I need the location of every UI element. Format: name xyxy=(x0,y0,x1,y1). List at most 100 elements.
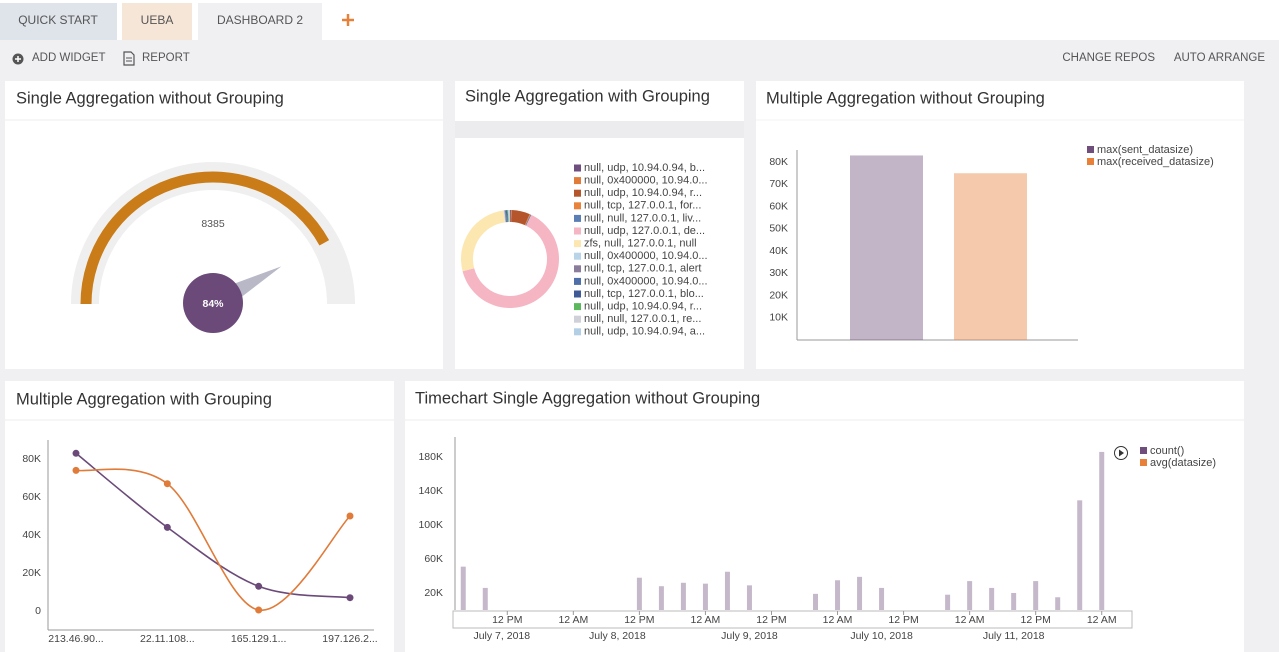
date-label: July 9, 2018 xyxy=(721,630,778,642)
toolbar-button[interactable]: ADD WIDGET xyxy=(32,52,105,64)
x-tick-label: 165.129.1... xyxy=(231,633,286,645)
y-tick-label: 50K xyxy=(769,223,788,235)
x-tick-label: 12 PM xyxy=(492,614,522,626)
bar xyxy=(879,587,885,610)
x-tick-label: 12 PM xyxy=(1020,614,1050,626)
pie-slice xyxy=(508,210,510,223)
legend-label: null, udp, 127.0.0.1, de... xyxy=(584,225,705,237)
widget-title: Multiple Aggregation with Grouping xyxy=(16,390,272,408)
x-tick-label: 12 AM xyxy=(691,614,721,626)
y-tick-label: 180K xyxy=(418,451,443,463)
bar xyxy=(850,155,923,340)
bar xyxy=(989,587,995,610)
legend-label: null, null, 127.0.0.1, re... xyxy=(584,313,701,325)
legend-swatch xyxy=(574,227,581,235)
legend-swatch xyxy=(574,189,581,197)
add-tab-button[interactable] xyxy=(342,14,354,26)
y-tick-label: 140K xyxy=(418,485,443,497)
bar xyxy=(967,581,973,610)
legend-swatch xyxy=(574,303,581,311)
pie-slice xyxy=(504,210,507,223)
y-tick-label: 20K xyxy=(769,289,788,301)
legend-swatch xyxy=(574,277,581,285)
legend-swatch xyxy=(574,164,581,172)
date-label: July 8, 2018 xyxy=(589,630,646,642)
bar xyxy=(835,580,841,610)
toolbar-button[interactable]: REPORT xyxy=(142,52,190,64)
toolbar-button[interactable]: AUTO ARRANGE xyxy=(1174,52,1265,64)
widget-title: Timechart Single Aggregation without Gro… xyxy=(415,389,760,407)
bar xyxy=(746,585,752,610)
legend-swatch xyxy=(574,177,581,185)
bar xyxy=(658,586,664,610)
tab-label[interactable]: DASHBOARD 2 xyxy=(217,13,303,27)
widget-title: Multiple Aggregation without Grouping xyxy=(766,89,1045,107)
legend-swatch xyxy=(1087,158,1094,165)
gauge-value: 8385 xyxy=(201,218,225,230)
y-tick-label: 70K xyxy=(769,178,788,190)
x-tick-label: 12 PM xyxy=(756,614,786,626)
legend-swatch xyxy=(1140,459,1147,466)
bar xyxy=(1077,500,1083,610)
y-tick-label: 80K xyxy=(22,453,41,465)
legend-label: count() xyxy=(1150,445,1184,457)
point xyxy=(163,480,171,488)
point xyxy=(72,466,80,474)
y-tick-label: 60K xyxy=(424,553,443,565)
x-tick-label: 12 AM xyxy=(558,614,588,626)
date-label: July 11, 2018 xyxy=(983,630,1045,642)
point xyxy=(255,582,263,590)
legend-label: null, null, 127.0.0.1, liv... xyxy=(584,212,701,224)
gauge-needle xyxy=(230,266,282,300)
line xyxy=(75,468,351,611)
play-button[interactable] xyxy=(1114,446,1128,460)
legend-label: null, 0x400000, 10.94.0... xyxy=(584,275,708,287)
tab-active[interactable] xyxy=(198,3,322,40)
legend-swatch xyxy=(574,290,581,298)
tab[interactable] xyxy=(122,3,192,40)
legend-label: null, tcp, 127.0.0.1, alert xyxy=(584,263,701,275)
x-tick-label: 12 AM xyxy=(955,614,985,626)
x-tick-label: 12 PM xyxy=(888,614,918,626)
gauge-percent: 84% xyxy=(202,298,224,310)
legend-label: avg(datasize) xyxy=(1150,457,1216,469)
legend-label: zfs, null, 127.0.0.1, null xyxy=(584,238,697,250)
bar xyxy=(1099,451,1105,610)
tab-label[interactable]: UEBA xyxy=(141,13,174,27)
tab[interactable] xyxy=(0,3,117,40)
x-tick-label: 213.46.90... xyxy=(48,633,103,645)
widget xyxy=(405,381,1244,652)
bar xyxy=(954,173,1027,340)
pie-slice xyxy=(525,214,532,226)
pie-slice xyxy=(507,210,509,223)
toolbar-button[interactable]: CHANGE REPOS xyxy=(1062,52,1155,64)
y-tick-label: 30K xyxy=(769,267,788,279)
date-label: July 7, 2018 xyxy=(473,630,530,642)
bar xyxy=(1055,597,1061,610)
legend-label: null, tcp, 127.0.0.1, for... xyxy=(584,200,701,212)
widget xyxy=(5,381,394,652)
y-tick-label: 0 xyxy=(35,605,41,617)
bar xyxy=(702,583,708,610)
report-icon[interactable] xyxy=(123,51,135,66)
legend-label: null, udp, 10.94.0.94, r... xyxy=(584,301,702,313)
legend-swatch xyxy=(574,328,581,336)
pie-slice xyxy=(461,210,506,272)
y-tick-label: 60K xyxy=(22,491,41,503)
line xyxy=(75,452,351,599)
y-tick-label: 10K xyxy=(769,312,788,324)
legend-swatch xyxy=(574,315,581,323)
point xyxy=(346,512,354,520)
point xyxy=(72,449,80,457)
y-tick-label: 20K xyxy=(424,587,443,599)
pie-slice xyxy=(505,210,508,223)
legend-label: null, 0x400000, 10.94.0... xyxy=(584,250,708,262)
pie-slice xyxy=(506,210,508,223)
legend-label: null, tcp, 127.0.0.1, blo... xyxy=(584,288,704,300)
tab-label[interactable]: QUICK START xyxy=(18,13,98,27)
y-tick-label: 80K xyxy=(769,156,788,168)
bar xyxy=(857,576,863,610)
x-tick-label: 197.126.2... xyxy=(322,633,377,645)
x-tick-label: 12 PM xyxy=(624,614,654,626)
